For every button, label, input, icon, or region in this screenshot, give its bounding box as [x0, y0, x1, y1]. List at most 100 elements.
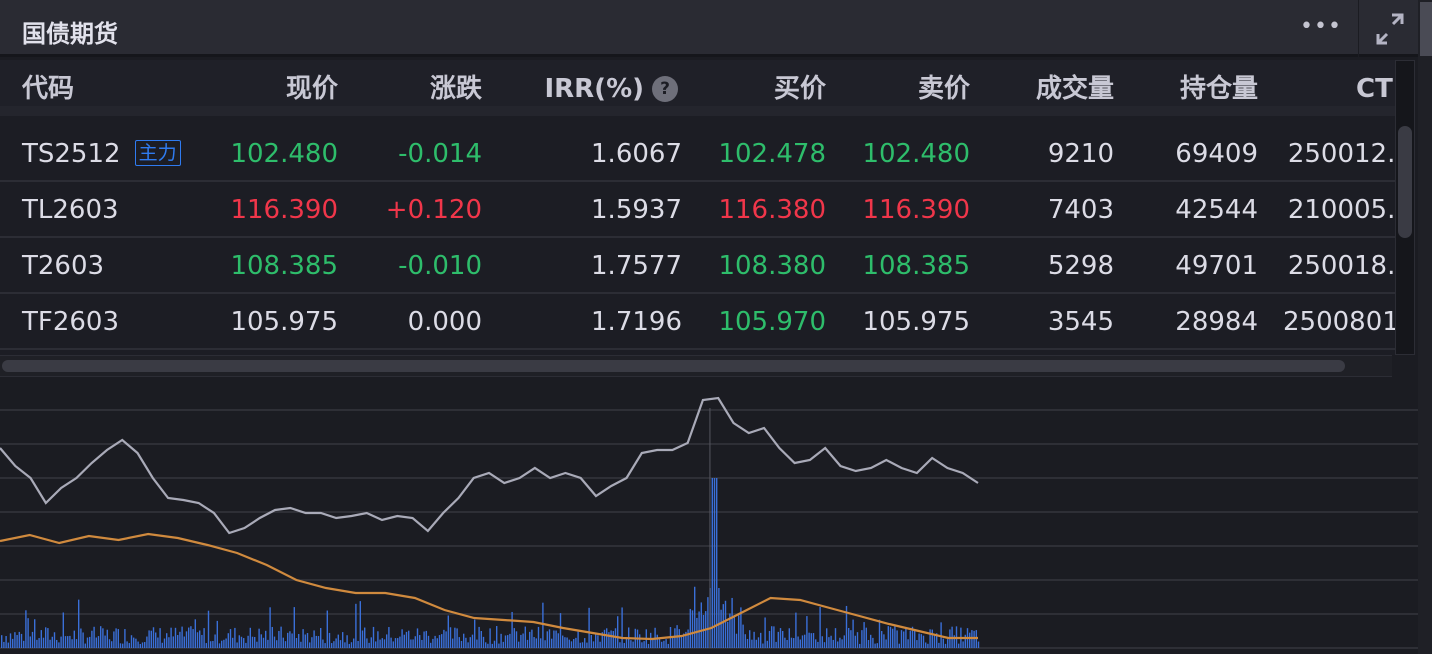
volume-bar [570, 641, 573, 648]
volume-bar [370, 637, 372, 648]
volume-bar [218, 643, 221, 648]
volume-cell: 3545 [1047, 307, 1114, 337]
volume-bar [544, 640, 546, 648]
volume-bar [507, 635, 509, 648]
contract-code[interactable]: TF2603 [22, 294, 119, 350]
volume-bar [650, 632, 652, 648]
volume-bar [694, 586, 696, 648]
volume-bar [203, 628, 205, 648]
volume-bar [414, 636, 416, 648]
horizontal-scroll-thumb[interactable] [2, 360, 1345, 372]
intraday-chart [0, 396, 1418, 649]
volume-bar [124, 629, 126, 648]
contract-code[interactable]: TL2603 [22, 182, 119, 238]
volume-bar [804, 634, 806, 648]
volume-bar [16, 635, 18, 648]
volume-bar [476, 639, 478, 648]
code-text: TF2603 [22, 307, 120, 337]
volume-bar [333, 641, 335, 648]
volume-bar [174, 627, 177, 648]
volume-bar [738, 615, 740, 648]
volume-bar [298, 633, 300, 648]
volume-bar [485, 642, 487, 648]
help-icon[interactable]: ? [652, 76, 678, 102]
volume-cell: 7403 [1047, 195, 1114, 225]
open-interest-cell: 28984 [1175, 307, 1258, 337]
volume-bar [324, 643, 326, 648]
volume-bar [130, 635, 133, 648]
volume-bar [29, 636, 31, 648]
volume-bar [212, 640, 214, 648]
volume-bar [287, 632, 289, 648]
volume-bar [832, 639, 834, 648]
volume-bar [872, 637, 874, 648]
volume-bar [183, 636, 185, 648]
volume-bar [91, 630, 93, 648]
table-vertical-scrollbar[interactable] [1395, 60, 1415, 355]
col-change[interactable]: 涨跌 [429, 74, 482, 104]
volume-bar [920, 634, 922, 648]
volume-bar [922, 635, 925, 648]
col-bid[interactable]: 买价 [773, 74, 826, 104]
volume-bar [504, 635, 507, 648]
volume-bar [658, 637, 661, 648]
col-volume[interactable]: 成交量 [1035, 74, 1114, 104]
contract-code[interactable]: T2603 [22, 238, 104, 294]
expand-button[interactable] [1358, 0, 1418, 57]
table-row[interactable]: T2603 108.385 -0.010 1.7577 108.380 108.… [0, 238, 1395, 294]
volume-bar [496, 626, 498, 648]
irr-cell: 1.7577 [591, 251, 682, 281]
volume-bar [786, 639, 788, 648]
table-horizontal-scrollbar[interactable] [0, 355, 1392, 377]
volume-bar [815, 639, 817, 648]
volume-bar [265, 630, 267, 648]
volume-bar [137, 641, 139, 648]
col-price[interactable]: 现价 [285, 74, 338, 104]
volume-bar [128, 643, 130, 648]
col-irr[interactable]: IRR(%)? [544, 60, 678, 116]
volume-bar [757, 637, 760, 648]
volume-bar [531, 629, 533, 648]
volume-bar [166, 633, 168, 648]
page-scrollbar[interactable] [1418, 0, 1432, 654]
volume-bar [337, 634, 339, 648]
volume-bar [205, 643, 207, 648]
volume-bar [742, 624, 744, 648]
col-code[interactable]: 代码 [22, 74, 75, 104]
volume-bar [775, 641, 777, 648]
col-ctd[interactable]: CT [1356, 74, 1393, 104]
volume-bar [795, 612, 797, 648]
col-ask[interactable]: 卖价 [917, 74, 970, 104]
volume-bar [172, 636, 174, 648]
volume-bar [344, 642, 346, 648]
volume-bar [641, 642, 643, 648]
page-scrollbar-thumb[interactable] [1420, 2, 1432, 56]
table-row[interactable]: TF2603 105.975 0.000 1.7196 105.970 105.… [0, 294, 1395, 350]
volume-bar [474, 619, 476, 648]
vertical-scroll-thumb[interactable] [1398, 126, 1412, 238]
volume-bar [210, 641, 212, 648]
volume-bar [62, 612, 64, 648]
col-open-interest[interactable]: 持仓量 [1179, 74, 1258, 104]
volume-bar [595, 634, 597, 648]
volume-bar [498, 643, 500, 648]
ask-cell: 102.480 [862, 139, 970, 169]
volume-cell: 9210 [1047, 139, 1114, 169]
volume-bar [271, 626, 273, 648]
volume-bar [942, 638, 944, 648]
table-row[interactable]: TL2603 116.390 +0.120 1.5937 116.380 116… [0, 182, 1395, 238]
volume-bar [962, 641, 964, 648]
contract-code[interactable]: TS2512 主力 [22, 126, 181, 182]
volume-bar [685, 631, 687, 648]
ask-cell: 116.390 [862, 195, 970, 225]
volume-bar [755, 639, 757, 648]
volume-bar [812, 633, 815, 648]
volume-bar [361, 630, 364, 648]
volume-bar [478, 626, 480, 648]
more-horizontal-icon[interactable]: ••• [1300, 14, 1342, 39]
volume-bar [678, 629, 680, 648]
volume-bar [865, 627, 867, 648]
volume-bar [471, 634, 474, 648]
table-row[interactable]: TS2512 主力 102.480 -0.014 1.6067 102.478 1… [0, 126, 1395, 182]
volume-bar [240, 636, 243, 648]
